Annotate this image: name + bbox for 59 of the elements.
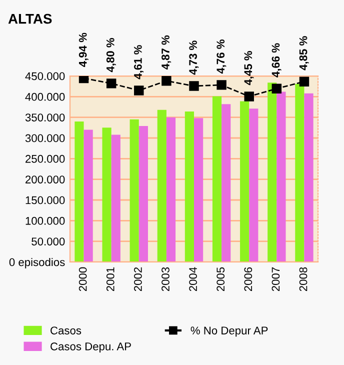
data-label: 4,87 % [162, 35, 172, 70]
bar [295, 84, 304, 262]
x-tick-label: 2004 [189, 267, 197, 292]
point [162, 76, 172, 86]
bar [84, 130, 93, 262]
data-label: 4,73 % [189, 40, 199, 75]
bar [194, 118, 204, 262]
chart-title: ALTAS [8, 14, 52, 24]
point [299, 76, 310, 86]
point [272, 84, 282, 94]
bar [240, 101, 250, 262]
point [189, 81, 199, 91]
data-label: 4,85 % [299, 36, 309, 70]
data-label: 4,80 % [106, 38, 116, 72]
data-label: 4,61 % [134, 45, 144, 80]
x-tick-label: 2006 [244, 267, 252, 292]
bar [102, 128, 112, 262]
y-tick-label: 400.000 [25, 92, 65, 101]
point [106, 78, 116, 88]
legend-label: Casos Depu. AP [50, 342, 131, 353]
y-tick-label: 450.000 [25, 72, 65, 80]
bar [130, 119, 139, 262]
x-tick-label: 2008 [299, 267, 308, 292]
legend-label: % No Depur AP [190, 326, 268, 337]
x-tick-label: 2003 [162, 267, 170, 292]
bar [212, 96, 222, 262]
bar [222, 104, 231, 262]
y-tick-label: 350.000 [25, 114, 65, 122]
data-label: 4,94 % [78, 32, 88, 67]
bar [157, 110, 166, 262]
point [134, 86, 144, 96]
legend-label: Casos [50, 326, 82, 334]
bar [249, 108, 258, 262]
data-label: 4,66 % [272, 43, 282, 78]
y-tick-label: 250.000 [26, 154, 65, 163]
y-tick-label: 0 episodios [9, 258, 65, 268]
y-tick-label: 50.000 [32, 238, 65, 246]
point [216, 80, 226, 90]
bar [138, 126, 148, 262]
y-tick-label: 100.000 [26, 216, 65, 225]
x-tick-label: 2005 [216, 267, 225, 292]
y-tick-label: 200.000 [26, 176, 65, 184]
bar [111, 134, 120, 262]
x-tick-label: 2002 [134, 267, 142, 292]
bar [166, 117, 176, 262]
x-tick-label: 2007 [272, 267, 280, 292]
point [244, 92, 254, 102]
bar [74, 121, 84, 262]
bar [184, 112, 194, 262]
y-tick-label: 300.000 [25, 134, 65, 142]
x-tick-label: 2001 [106, 267, 114, 292]
data-label: 4,45 % [244, 51, 254, 86]
data-label: 4,76 % [216, 40, 226, 74]
x-tick-label: 2000 [78, 267, 87, 292]
y-tick-label: 150.000 [26, 196, 65, 204]
point [78, 76, 89, 84]
bar [268, 82, 277, 262]
bar [276, 92, 286, 262]
bar [304, 93, 314, 262]
